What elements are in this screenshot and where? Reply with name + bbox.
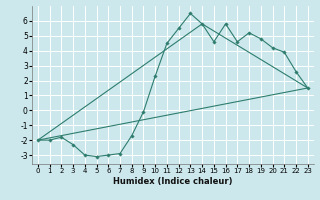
X-axis label: Humidex (Indice chaleur): Humidex (Indice chaleur) xyxy=(113,177,233,186)
